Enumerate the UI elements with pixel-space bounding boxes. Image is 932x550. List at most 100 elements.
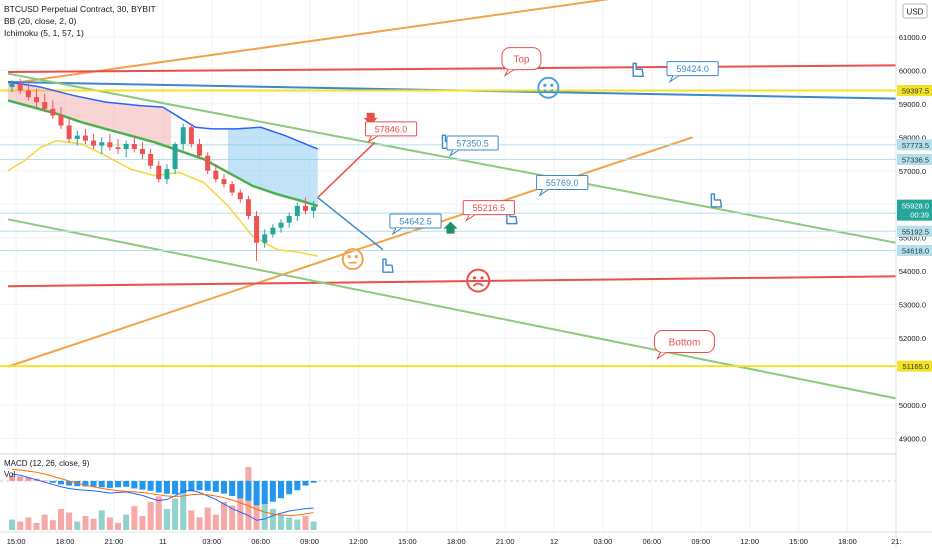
volume-bar — [25, 517, 32, 530]
candle-body[interactable] — [99, 142, 105, 146]
projection-path[interactable] — [317, 141, 384, 251]
candle-body[interactable] — [286, 215, 292, 223]
candle-body[interactable] — [156, 165, 162, 180]
candle-body[interactable] — [180, 127, 186, 144]
face-eye — [550, 83, 554, 87]
callout-text: Top — [513, 55, 530, 66]
callouts[interactable]: Top 57846.0 57350.5 54642.5 55216.5 55769.0 59… — [364, 47, 719, 360]
volume-bar — [310, 521, 317, 530]
candle-body[interactable] — [213, 170, 219, 180]
candle-body[interactable] — [237, 192, 243, 200]
candle-body[interactable] — [42, 102, 48, 109]
candle-body[interactable] — [188, 127, 194, 144]
chart-symbol-title: BTCUSD Perpetual Contract, 30, BYBIT — [4, 4, 156, 14]
macd-title[interactable]: MACD (12, 26, close, 9) — [4, 459, 90, 468]
callout-box — [446, 135, 499, 151]
macd-histogram-bar — [66, 480, 73, 486]
candle-body[interactable] — [229, 184, 235, 193]
candle-body[interactable] — [270, 227, 276, 235]
level-label-text: 55192.5 — [902, 227, 929, 236]
candle-body[interactable] — [294, 205, 300, 216]
candle-body[interactable] — [302, 205, 308, 211]
callout[interactable]: 57350.5 — [446, 135, 499, 158]
macd-histogram-bar — [180, 480, 187, 494]
candle-body[interactable] — [164, 169, 170, 180]
candle-body[interactable] — [9, 83, 15, 88]
callout[interactable]: 59424.0 — [666, 61, 719, 84]
bb-indicator-label[interactable]: BB (20, close, 2, 0) — [4, 16, 76, 26]
time-tick-label: 21: — [891, 537, 901, 546]
trend-line[interactable] — [7, 64, 905, 73]
candle-body[interactable] — [50, 108, 56, 116]
candle-body[interactable] — [205, 155, 211, 171]
level-label-text: 57773.5 — [902, 141, 929, 150]
candle-body[interactable] — [311, 206, 317, 211]
callout[interactable]: Bottom — [653, 330, 715, 360]
candle-body[interactable] — [148, 154, 154, 166]
macd-histogram-bar — [229, 480, 236, 496]
callout[interactable]: 55216.5 — [462, 200, 515, 223]
volume-title[interactable]: Vol — [4, 470, 15, 479]
candle-body[interactable] — [66, 125, 72, 139]
macd-histogram-bar — [106, 480, 113, 488]
trend-line[interactable] — [7, 0, 864, 85]
currency-label: USD — [907, 8, 924, 17]
currency-badge[interactable]: USD — [902, 3, 928, 19]
face-eye — [354, 255, 358, 259]
candle-body[interactable] — [197, 143, 203, 156]
candle-body[interactable] — [139, 148, 145, 155]
volume-bar — [196, 517, 203, 530]
macd-histogram-bar — [204, 480, 211, 491]
projection-line[interactable] — [317, 141, 376, 199]
candle-body[interactable] — [245, 199, 251, 216]
ichimoku-indicator-label[interactable]: Ichimoku (5, 1, 57, 1) — [4, 28, 84, 38]
candle-body[interactable] — [278, 222, 284, 228]
arrow-up-icon — [443, 221, 458, 234]
trend-line[interactable] — [7, 218, 905, 402]
projection-line[interactable] — [317, 196, 384, 251]
callout[interactable]: 54642.5 — [389, 213, 442, 236]
time-tick-label: 18:00 — [838, 537, 857, 546]
level-label-bg — [897, 225, 932, 237]
candle-body[interactable] — [91, 140, 97, 146]
candle-body[interactable] — [58, 115, 64, 126]
callout[interactable]: 57846.0 — [364, 121, 418, 144]
time-tick-label: 09:00 — [300, 537, 319, 546]
candle-body[interactable] — [254, 215, 260, 243]
level-label-bg — [897, 153, 932, 165]
trend-line[interactable] — [7, 136, 693, 368]
candle-body[interactable] — [34, 97, 40, 103]
time-tick-label: 11 — [159, 537, 167, 546]
candle-body[interactable] — [25, 90, 31, 98]
macd-histogram-bar — [188, 480, 195, 492]
candle-body[interactable] — [74, 135, 80, 139]
candle-body[interactable] — [131, 143, 137, 149]
candle-body[interactable] — [115, 147, 121, 149]
macd-histogram-bar — [163, 480, 170, 494]
candle-body[interactable] — [123, 143, 129, 149]
candle-body[interactable] — [221, 179, 227, 185]
volume-bar — [253, 481, 260, 530]
callout[interactable]: 55769.0 — [536, 174, 589, 197]
callout[interactable]: Top — [501, 47, 542, 78]
price-tick-label: 54000.0 — [899, 267, 926, 276]
candle-body[interactable] — [172, 143, 178, 170]
macd-panel[interactable]: 400.00.0−400.0−800.0 — [0, 453, 932, 532]
candle-body[interactable] — [262, 234, 268, 243]
candle-body[interactable] — [107, 142, 113, 148]
cloud-bullish — [228, 127, 318, 206]
callout-tail — [367, 135, 378, 144]
time-tick-label: 09:00 — [691, 537, 710, 546]
cloud-bearish — [8, 82, 171, 148]
last-price-countdown: 00:39 — [910, 211, 929, 220]
callout-box — [536, 174, 589, 190]
volume-bar — [278, 514, 285, 530]
time-tick-label: 12:00 — [349, 537, 368, 546]
time-tick-label: 15:00 — [789, 537, 808, 546]
candle-body[interactable] — [17, 83, 23, 91]
bb-lower-band — [7, 139, 318, 257]
candles[interactable] — [9, 78, 317, 262]
trend-line[interactable] — [7, 275, 905, 288]
candle-body[interactable] — [82, 135, 88, 141]
